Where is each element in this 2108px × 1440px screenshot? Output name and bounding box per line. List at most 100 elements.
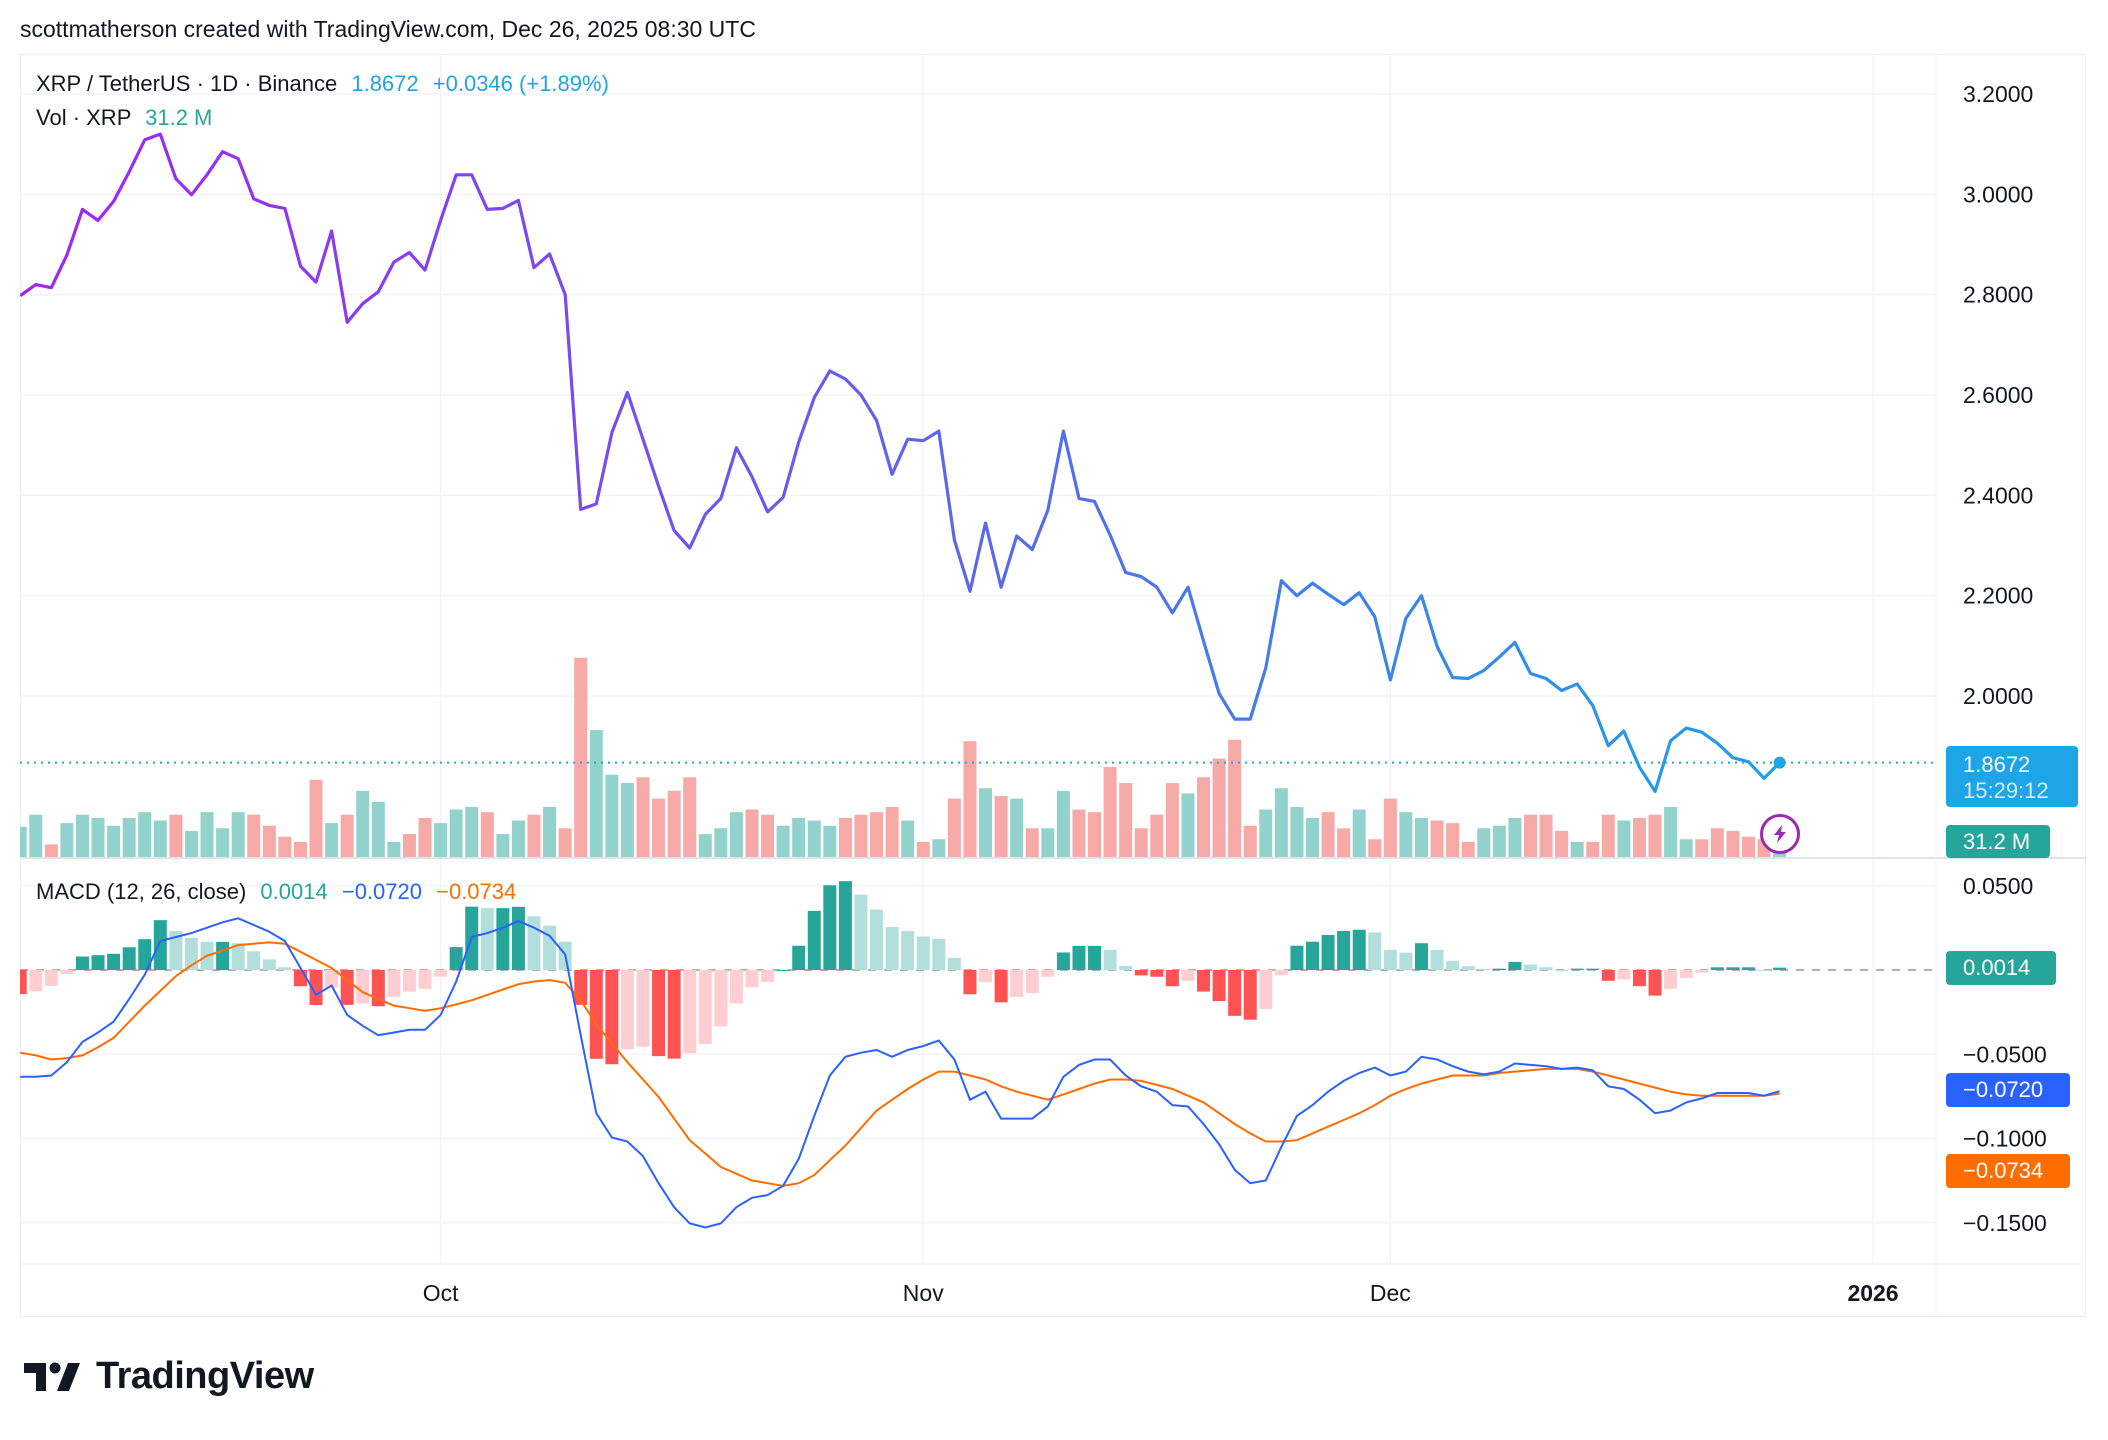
macd-legend[interactable]: MACD (12, 26, close) 0.0014 −0.0720 −0.0… (36, 879, 516, 905)
volume-bar (1212, 758, 1226, 858)
macd-histogram-bar (683, 970, 697, 1054)
macd-histogram-bar (1555, 970, 1569, 971)
macd-histogram-bar (916, 936, 930, 970)
macd-histogram-bar (1508, 961, 1522, 970)
macd-histogram-bar (1664, 970, 1678, 989)
tradingview-logo[interactable]: TradingView (24, 1355, 314, 1398)
macd-tick-label: −0.1000 (1963, 1126, 2047, 1152)
volume-bar (153, 820, 167, 858)
macd-histogram-bar (652, 970, 666, 1057)
macd-histogram-bar (496, 908, 510, 970)
volume-bars (20, 657, 1787, 858)
volume-bar (1197, 777, 1211, 858)
macd-histogram-bar (1337, 930, 1351, 970)
lightning-icon (1774, 825, 1786, 843)
signal-line (20, 941, 1780, 1187)
volume-bar (1181, 793, 1195, 858)
macd-histogram-bar (138, 939, 152, 970)
macd-histogram-bar (1228, 970, 1242, 1016)
macd-histogram-bar (1726, 967, 1740, 970)
macd-histogram-bar (807, 910, 821, 970)
macd-histogram-bar (1741, 967, 1755, 970)
macd-histogram-bar (979, 970, 993, 983)
volume-bar (1710, 828, 1724, 858)
macd-tick-label: −0.0500 (1963, 1041, 2047, 1067)
macd-histogram-bar (91, 955, 105, 970)
last-price-dot (1773, 756, 1786, 769)
symbol-legend[interactable]: XRP / TetherUS · 1D · Binance 1.8672 +0.… (36, 71, 609, 97)
volume-bar (1010, 798, 1024, 858)
macd-histogram-bar (262, 959, 276, 970)
macd-histogram-bar (792, 945, 806, 970)
macd-histogram-bar (1025, 970, 1039, 993)
volume-bar (1430, 820, 1444, 858)
macd-histogram-bar (1212, 970, 1226, 1002)
macd-histogram-bar (418, 970, 432, 989)
macd-histogram-bar (293, 970, 307, 987)
macd-histogram-bar (1088, 945, 1102, 970)
macd-histogram-bar (434, 970, 448, 977)
macd-histogram-bar (1601, 970, 1615, 981)
macd-histogram-bar (1461, 966, 1475, 970)
volume-bar (1648, 814, 1662, 858)
volume-bar (527, 814, 541, 858)
macd-histogram-bar (1041, 970, 1055, 977)
volume-bar (963, 741, 977, 858)
volume-bar (1446, 823, 1460, 858)
volume-value: 31.2 M (145, 105, 213, 130)
macd-histogram-bar (729, 970, 743, 1004)
volume-bar (1741, 836, 1755, 858)
price-series (20, 132, 1936, 794)
volume-bar (480, 812, 494, 858)
volume-bar (870, 812, 884, 858)
macd-histogram-bar (1695, 970, 1709, 973)
macd-histogram-bar (1119, 965, 1133, 970)
price-line (20, 132, 1781, 794)
macd-histogram-bar (169, 930, 183, 970)
macd-histogram-bar (823, 885, 837, 970)
macd-histogram-bar (776, 970, 790, 971)
volume-bar (1072, 809, 1086, 858)
macd-histogram-bar (511, 906, 525, 970)
macd-histogram-bar (1290, 945, 1304, 970)
volume-bar (979, 788, 993, 858)
volume-bar (247, 814, 261, 858)
volume-bar (1337, 828, 1351, 858)
time-tick-label: Oct (423, 1280, 459, 1306)
volume-bar (1695, 839, 1709, 858)
volume-bar (356, 790, 370, 858)
macd-histogram-bar (44, 970, 58, 987)
volume-bar (122, 817, 136, 858)
lightning-button[interactable] (1760, 814, 1800, 854)
macd-histogram-bar (1477, 968, 1491, 970)
volume-bar (434, 823, 448, 858)
chart-credit: scottmatherson created with TradingView.… (20, 16, 756, 42)
price-tick-label: 2.8000 (1963, 282, 2033, 308)
macd-hist-value: 0.0014 (260, 879, 328, 904)
volume-bar (29, 814, 43, 858)
volume-bar (1617, 820, 1631, 858)
volume-bar (1570, 841, 1584, 858)
macd-histogram-bar (527, 916, 541, 970)
volume-bar (216, 828, 230, 858)
macd-histogram-bar (387, 970, 401, 997)
volume-bar (1586, 841, 1600, 858)
symbol-title: XRP / TetherUS · 1D · Binance (36, 71, 338, 96)
volume-bar (1306, 817, 1320, 858)
legend-change: +0.0346 (+1.89%) (432, 71, 609, 96)
macd-histogram-bar (75, 956, 89, 970)
volume-bar (1679, 839, 1693, 858)
volume-bar (465, 806, 479, 858)
volume-legend[interactable]: Vol · XRP 31.2 M (36, 105, 212, 131)
volume-bar (371, 801, 385, 858)
volume-bar (1056, 790, 1070, 858)
volume-bar (901, 820, 915, 858)
volume-bar (169, 814, 183, 858)
volume-bar (1415, 817, 1428, 858)
macd-histogram-bar (309, 970, 323, 1006)
time-tick-label: Dec (1370, 1280, 1411, 1306)
macd-histogram-bar (340, 970, 354, 1005)
volume-bar (231, 812, 245, 858)
price-tick-label: 2.4000 (1963, 482, 2033, 508)
